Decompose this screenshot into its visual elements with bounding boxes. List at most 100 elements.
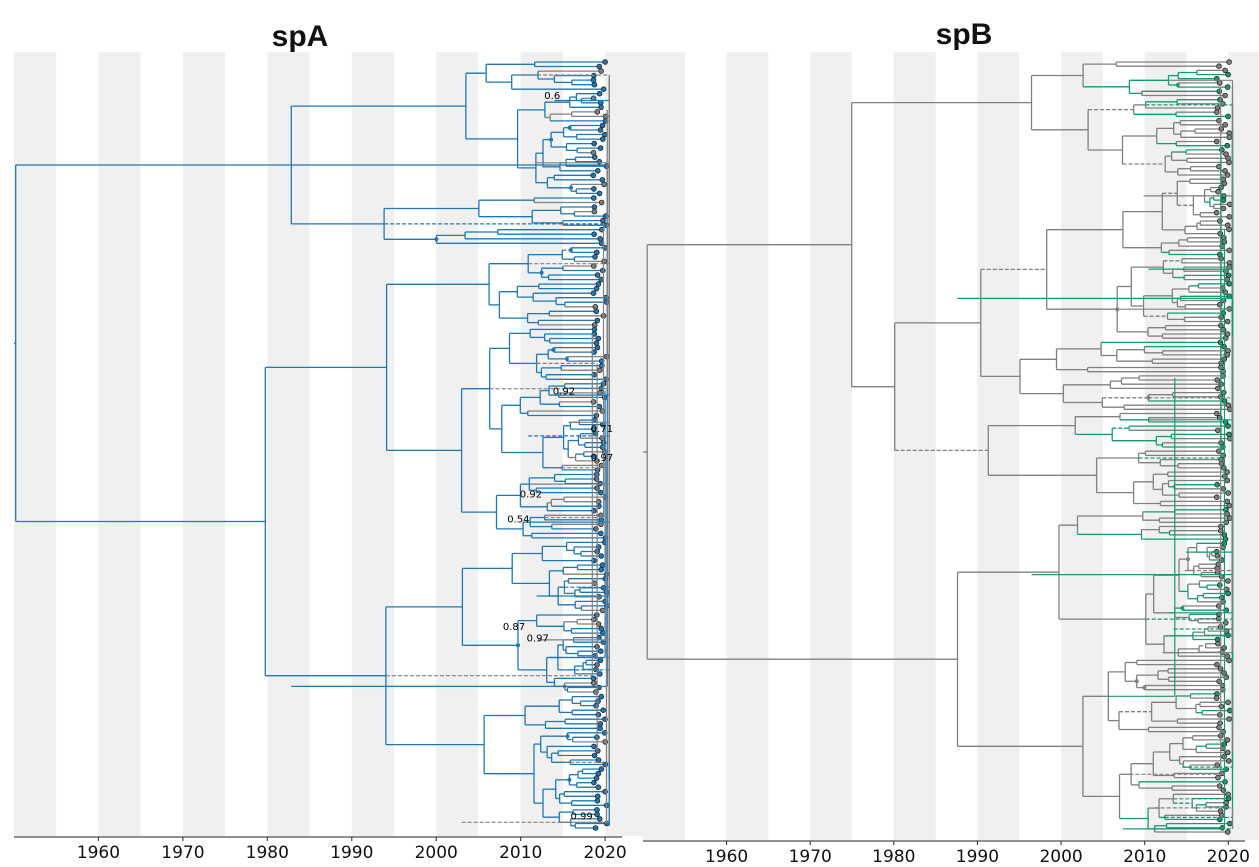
tip-node xyxy=(603,299,610,306)
tip-node xyxy=(593,308,600,315)
tip-node xyxy=(593,249,600,256)
tip-node xyxy=(595,335,602,342)
year-band xyxy=(643,52,685,840)
tip-node xyxy=(593,285,600,292)
tree-spa xyxy=(14,59,610,831)
tip-node xyxy=(1224,84,1231,90)
tip-node xyxy=(1214,377,1221,383)
tip-node xyxy=(599,177,606,183)
tip-node xyxy=(1226,280,1232,287)
tip-node xyxy=(594,109,601,115)
tip-node xyxy=(1215,640,1221,647)
tip-node xyxy=(1226,247,1232,254)
tip-node xyxy=(598,516,604,523)
tip-node xyxy=(594,748,601,754)
tip-node xyxy=(1213,695,1220,701)
tip-node xyxy=(1217,582,1223,588)
tip-node xyxy=(598,693,605,700)
tip-node xyxy=(1215,385,1221,392)
x-tick-label: 1970 xyxy=(789,847,832,867)
tip-node xyxy=(1213,209,1220,216)
year-bands xyxy=(14,52,648,836)
tip-node xyxy=(600,707,606,713)
tip-node xyxy=(1215,427,1221,434)
x-tick-label: 1990 xyxy=(330,843,373,863)
tip-node xyxy=(602,59,608,65)
internal-node xyxy=(564,356,569,361)
tree-spb xyxy=(643,59,1234,835)
tip-node xyxy=(1214,138,1220,145)
tip-node xyxy=(594,797,601,804)
tip-node xyxy=(596,367,603,374)
tip-node xyxy=(595,757,602,763)
tip-node xyxy=(596,90,603,97)
tip-node xyxy=(594,272,601,278)
node-support-label: 0.99 xyxy=(571,812,593,823)
tip-node xyxy=(595,698,601,704)
internal-node xyxy=(551,347,556,352)
tip-node xyxy=(1227,707,1233,714)
tip-node xyxy=(591,752,598,759)
tip-node xyxy=(1218,703,1225,710)
tip-node xyxy=(1225,71,1231,78)
panel-title-spb: spB xyxy=(936,18,993,51)
tip-node xyxy=(597,530,604,537)
year-band xyxy=(726,52,769,840)
node-support-label: 0.92 xyxy=(520,489,542,500)
tip-node xyxy=(1221,180,1228,187)
internal-node xyxy=(1134,679,1139,684)
tip-node xyxy=(1227,820,1233,827)
year-band xyxy=(351,52,394,836)
tip-node xyxy=(600,217,606,224)
tip-node xyxy=(1225,590,1231,597)
internal-node xyxy=(567,777,572,782)
tip-node xyxy=(590,77,597,83)
tip-node xyxy=(598,68,604,74)
tip-node xyxy=(1225,490,1231,496)
panel-title-spa: spA xyxy=(272,20,329,53)
tip-node xyxy=(1226,226,1232,233)
tip-node xyxy=(1218,126,1225,132)
tip-node xyxy=(1220,326,1227,333)
tip-node xyxy=(1226,59,1232,65)
x-tick-label: 1980 xyxy=(246,843,289,863)
tip-node xyxy=(595,770,602,777)
internal-node xyxy=(1142,685,1147,690)
tip-node xyxy=(597,236,603,242)
tip-node xyxy=(591,743,597,750)
tip-node xyxy=(1222,168,1228,174)
tip-node xyxy=(1216,80,1223,86)
internal-node xyxy=(1175,83,1180,87)
tip-node xyxy=(591,322,598,328)
tip-node xyxy=(1224,737,1231,743)
tip-node xyxy=(590,675,597,682)
tip-node xyxy=(597,127,604,133)
x-tick-label: 1960 xyxy=(77,843,120,863)
tip-node xyxy=(1224,318,1231,325)
tip-node xyxy=(1215,188,1221,195)
internal-node xyxy=(565,734,570,739)
internal-node xyxy=(568,248,573,253)
node-support-label: 0.92 xyxy=(553,387,575,398)
tip-node xyxy=(594,344,601,351)
tip-node xyxy=(597,489,604,496)
tip-node xyxy=(1224,172,1231,178)
tip-node xyxy=(597,720,604,727)
tip-node xyxy=(1227,435,1233,442)
tip-node xyxy=(591,186,597,192)
tip-node xyxy=(1227,515,1233,521)
tip-node xyxy=(595,784,602,790)
tip-node xyxy=(1224,829,1231,835)
tip-node xyxy=(591,140,597,147)
tip-node xyxy=(1220,485,1227,492)
year-band xyxy=(520,52,563,836)
tip-node xyxy=(592,303,599,310)
tip-node xyxy=(1220,197,1227,203)
node-support-label: 0.54 xyxy=(507,514,529,525)
tip-node xyxy=(597,671,603,677)
x-tick-label: 2000 xyxy=(1039,847,1082,867)
x-tick-label: 1980 xyxy=(872,847,915,867)
tip-node xyxy=(598,566,604,573)
x-tick-label: 2020 xyxy=(583,843,626,863)
x-tick-label: 2010 xyxy=(1123,847,1166,867)
